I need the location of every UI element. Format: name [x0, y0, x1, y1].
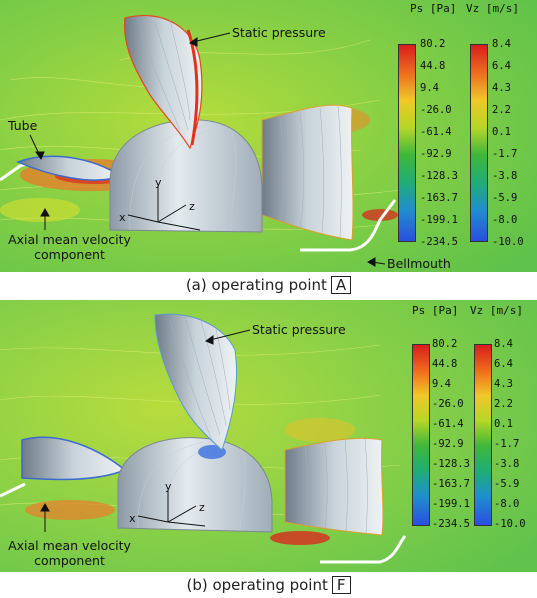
vz-colorbar-title-a: Vz [m/s] [466, 2, 519, 15]
caption-b-point: F [331, 576, 351, 594]
annotation-arrows [40, 329, 251, 532]
ps-tick: -128.3 [420, 170, 458, 182]
right-blade [284, 437, 384, 536]
caption-a-point: A [330, 276, 352, 294]
bellmouth-wall [300, 199, 397, 252]
panel-b-render: y x z [0, 300, 537, 572]
vz-tick: -1.7 [492, 148, 518, 160]
ps-tick: -61.4 [420, 126, 452, 138]
vz-colorbar-b [474, 344, 492, 526]
vz-tick: 6.4 [492, 60, 511, 72]
panel-a-render: y x z [0, 0, 537, 272]
ps-tick: -163.7 [420, 192, 458, 204]
ps-tick: 80.2 [420, 38, 446, 50]
ps-colorbar-title-a: Ps [Pa] [410, 2, 457, 15]
static-pressure-label-b: Static pressure [252, 322, 346, 337]
axial-velocity-line2-b: component [34, 553, 105, 568]
ps-tick: 80.2 [432, 338, 458, 350]
vz-tick: -8.0 [494, 498, 520, 510]
ps-tick: -163.7 [432, 478, 470, 490]
vz-tick: 6.4 [494, 358, 513, 370]
axis-x-label: x [119, 211, 126, 224]
top-blade-contours [169, 315, 231, 441]
bellmouth-label: Bellmouth [387, 256, 451, 271]
ps-tick: -199.1 [420, 214, 458, 226]
top-blade [154, 313, 238, 451]
ps-colorbar-a [398, 44, 416, 242]
vz-tick: 0.1 [494, 418, 513, 430]
vz-tick: -3.8 [492, 170, 518, 182]
vz-tick: 2.2 [492, 104, 511, 116]
top-blade [123, 14, 203, 150]
vz-tick: -10.0 [492, 236, 524, 248]
axis-y-label: y [155, 176, 162, 189]
vz-tick: 4.3 [492, 82, 511, 94]
tube-label: Tube [8, 118, 38, 133]
vz-colorbar-title-b: Vz [m/s] [470, 304, 523, 317]
ps-tick: 9.4 [432, 378, 451, 390]
caption-a-text: (a) operating point [185, 276, 327, 294]
ps-tick: 9.4 [420, 82, 439, 94]
vz-tick: -1.7 [494, 438, 520, 450]
vz-tick: 4.3 [494, 378, 513, 390]
caption-b: (b) operating point F [0, 576, 537, 594]
caption-a: (a) operating point A [0, 276, 537, 294]
right-blade-contours [304, 438, 368, 534]
axial-velocity-line2-a: component [34, 247, 105, 262]
right-blade [261, 104, 354, 241]
axial-velocity-label-a: Axial mean velocity component [2, 232, 137, 262]
ps-tick: -128.3 [432, 458, 470, 470]
tube-wall [0, 482, 26, 498]
ps-tick: -61.4 [432, 418, 464, 430]
axis-z-label: z [189, 200, 195, 213]
vz-tick: 0.1 [492, 126, 511, 138]
ps-tick: -234.5 [420, 236, 458, 248]
vz-tick: -8.0 [492, 214, 518, 226]
vz-tick: 8.4 [494, 338, 513, 350]
axis-y-label: y [165, 480, 172, 493]
hub [117, 437, 273, 533]
ps-tick: -26.0 [420, 104, 452, 116]
low-pressure-spot [198, 445, 226, 459]
caption-b-text: (b) operating point [186, 576, 328, 594]
ps-tick: -92.9 [420, 148, 452, 160]
static-pressure-label-a: Static pressure [232, 25, 326, 40]
coordinate-axes [127, 186, 201, 231]
vz-tick: -5.9 [494, 478, 520, 490]
panel-a: y x z Static pressure Tube Axial mean ve… [0, 0, 537, 272]
ps-tick: -199.1 [432, 498, 470, 510]
axial-velocity-label-b: Axial mean velocity component [2, 538, 137, 568]
coordinate-axes [137, 490, 206, 527]
axial-velocity-line1-b: Axial mean velocity [8, 538, 131, 553]
ps-tick: -234.5 [432, 518, 470, 530]
ps-colorbar-title-b: Ps [Pa] [412, 304, 459, 317]
ps-colorbar-b [412, 344, 430, 526]
vz-tick: 8.4 [492, 38, 511, 50]
axis-z-label: z [199, 501, 205, 514]
ps-tick: 44.8 [432, 358, 458, 370]
vz-tick: -3.8 [494, 458, 520, 470]
high-velocity-regions [25, 418, 355, 545]
ps-tick: -26.0 [432, 398, 464, 410]
vz-tick: -5.9 [492, 192, 518, 204]
vz-tick: -10.0 [494, 518, 526, 530]
vz-colorbar-a [470, 44, 488, 242]
hub [109, 119, 263, 233]
top-blade-leading-edge [186, 29, 199, 146]
bellmouth-wall [320, 535, 407, 564]
axial-velocity-line1-a: Axial mean velocity [8, 232, 131, 247]
axis-x-label: x [129, 512, 136, 525]
right-blade-contours [279, 105, 342, 238]
panel-b: y x z Static pressure Axial mean velocit… [0, 300, 537, 572]
ps-tick: 44.8 [420, 60, 446, 72]
annotation-arrows [29, 32, 386, 267]
vz-tick: 2.2 [494, 398, 513, 410]
top-blade-contours [139, 19, 191, 131]
ps-tick: -92.9 [432, 438, 464, 450]
